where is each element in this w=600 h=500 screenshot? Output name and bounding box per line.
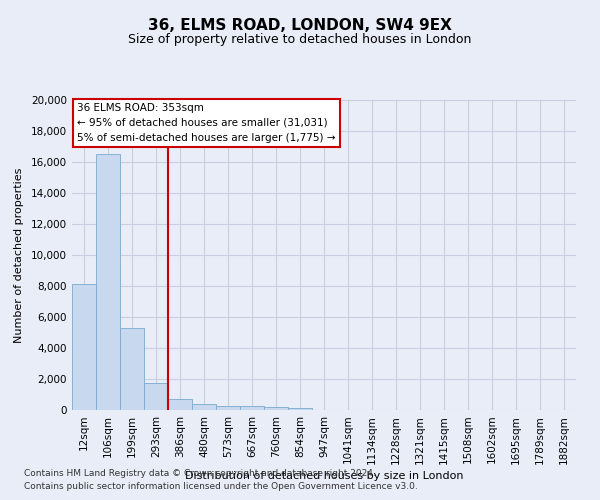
Text: 36, ELMS ROAD, LONDON, SW4 9EX: 36, ELMS ROAD, LONDON, SW4 9EX	[148, 18, 452, 32]
X-axis label: Distribution of detached houses by size in London: Distribution of detached houses by size …	[185, 470, 463, 480]
Bar	[240, 406, 264, 410]
Y-axis label: Number of detached properties: Number of detached properties	[14, 168, 24, 342]
Bar	[168, 399, 192, 410]
Text: 36 ELMS ROAD: 353sqm
← 95% of detached houses are smaller (31,031)
5% of semi-de: 36 ELMS ROAD: 353sqm ← 95% of detached h…	[77, 103, 335, 142]
Bar	[192, 404, 216, 410]
Text: Contains HM Land Registry data © Crown copyright and database right 2024.: Contains HM Land Registry data © Crown c…	[24, 469, 376, 478]
Bar	[144, 383, 168, 410]
Bar	[264, 407, 288, 410]
Bar	[120, 328, 144, 410]
Bar	[288, 408, 312, 410]
Bar	[216, 406, 240, 410]
Text: Contains public sector information licensed under the Open Government Licence v3: Contains public sector information licen…	[24, 482, 418, 491]
Bar	[72, 284, 96, 410]
Bar	[96, 154, 120, 410]
Text: Size of property relative to detached houses in London: Size of property relative to detached ho…	[128, 32, 472, 46]
